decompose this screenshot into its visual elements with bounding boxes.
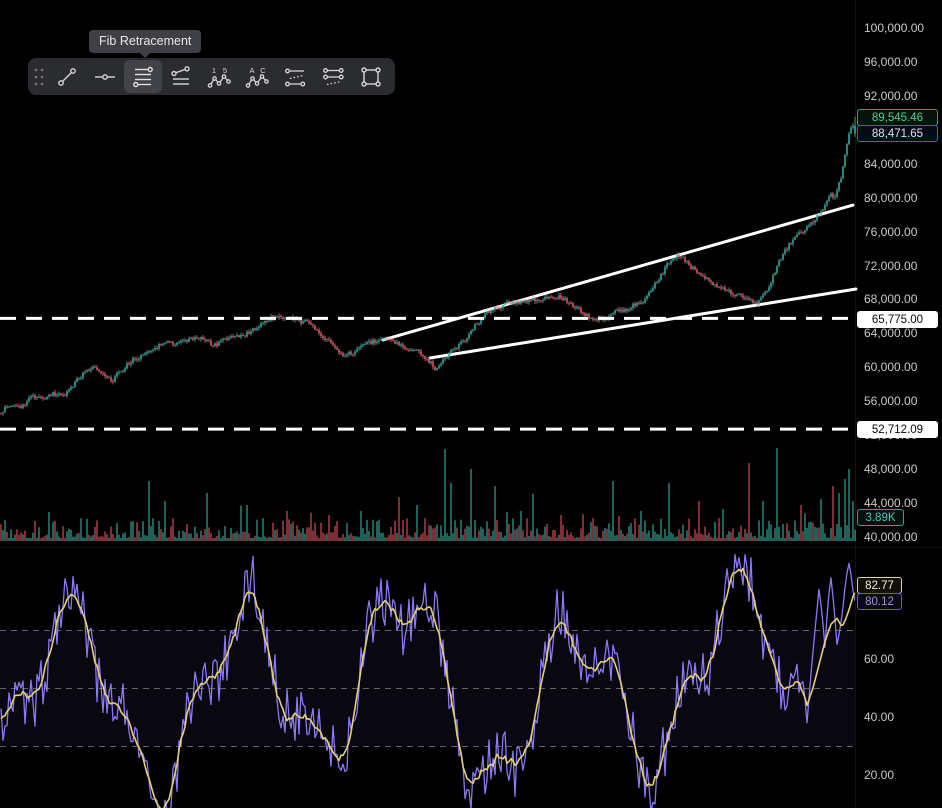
- price-tick: 96,000.00: [864, 54, 918, 69]
- tool-fib-retracement[interactable]: [124, 60, 162, 93]
- price-tick: 40,000.00: [864, 530, 918, 544]
- tool-parallel-channel[interactable]: [276, 60, 314, 93]
- price-tick: 76,000.00: [864, 224, 918, 239]
- svg-text:C: C: [260, 66, 266, 75]
- horizontal-line-icon: [95, 73, 115, 80]
- osc-tick: 60.00: [864, 652, 895, 666]
- price-tick: 48,000.00: [864, 462, 918, 477]
- tool-tooltip: Fib Retracement: [89, 30, 202, 58]
- tool-abc-pattern[interactable]: A C: [238, 60, 276, 93]
- svg-text:A: A: [249, 66, 254, 75]
- svg-text:1: 1: [212, 66, 216, 75]
- parallel-channel-icon: [285, 68, 306, 86]
- volume-label: 3.89K: [857, 508, 904, 526]
- elliott-wave-icon: 1 5: [207, 66, 231, 88]
- fib-retracement-icon: [133, 66, 153, 87]
- tool-rectangle[interactable]: [352, 60, 390, 93]
- fib-level-upper-label: 65,775.00: [857, 310, 938, 328]
- flat-channel-icon: [323, 67, 344, 85]
- rectangle-icon: [361, 66, 381, 87]
- tool-trend-based-fib[interactable]: [162, 60, 200, 93]
- trend-line-icon: [58, 67, 76, 86]
- stoch-k-label: 80.12: [857, 592, 902, 610]
- price-tick: 84,000.00: [864, 156, 918, 171]
- osc-tick: 20.00: [864, 768, 895, 782]
- indicator-price-label: 88,471.65: [857, 124, 938, 142]
- stoch-d-label: 82.77: [857, 576, 902, 594]
- price-tick: 68,000.00: [864, 292, 918, 307]
- toolbar-drag-handle[interactable]: [30, 60, 48, 93]
- tool-horizontal-line[interactable]: [86, 60, 124, 93]
- price-tick: 44,000.00: [864, 496, 918, 511]
- trend-based-fib-icon: [171, 65, 190, 85]
- price-tick: 64,000.00: [864, 326, 918, 341]
- price-tick: 72,000.00: [864, 258, 918, 273]
- tool-trend-line[interactable]: [48, 60, 86, 93]
- last-price-label: 89,545.46: [857, 108, 938, 126]
- price-tick: 92,000.00: [864, 88, 918, 103]
- osc-tick: 40.00: [864, 710, 895, 724]
- price-tick: 60,000.00: [864, 360, 918, 375]
- tool-flat-channel[interactable]: [314, 60, 352, 93]
- drawing-toolbar: 1 5 A C: [28, 58, 395, 95]
- price-tick: 56,000.00: [864, 394, 918, 409]
- tool-elliott-wave[interactable]: 1 5: [200, 60, 238, 93]
- fib-level-lower-label: 52,712.09: [857, 420, 938, 438]
- price-tick: 100,000.00: [864, 21, 925, 35]
- drag-dots-icon: [34, 68, 44, 85]
- svg-text:5: 5: [223, 66, 227, 75]
- abc-pattern-icon: A C: [245, 66, 269, 88]
- price-tick: 80,000.00: [864, 190, 918, 205]
